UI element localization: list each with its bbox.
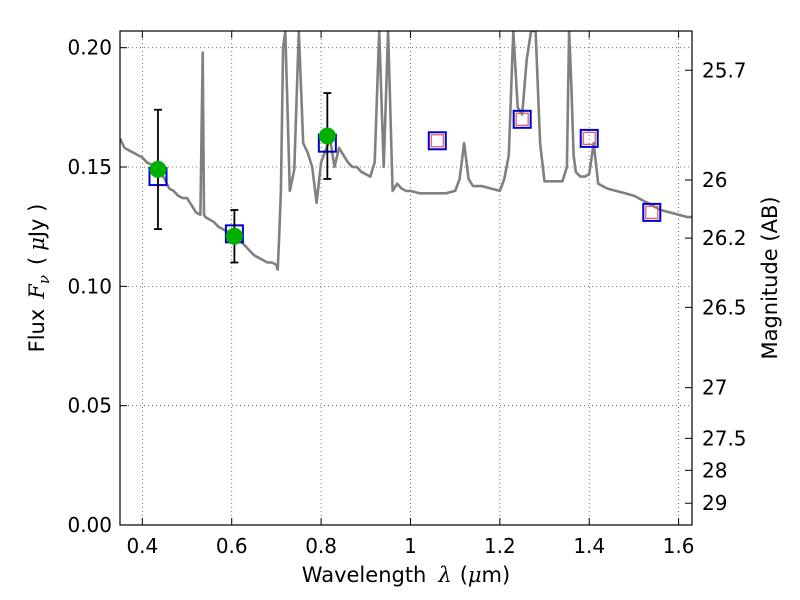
observed-point <box>318 127 336 145</box>
model-spectrum-layer <box>120 31 692 271</box>
mag-tick-label: 26.2 <box>702 226 747 250</box>
model-point <box>427 131 447 151</box>
x-axis-unit-rest: m) <box>482 563 511 587</box>
model-point <box>642 202 662 222</box>
marker-layer <box>148 92 662 264</box>
mag-tick-label: 28 <box>702 458 727 482</box>
y2-axis-title: Magnitude (AB) <box>758 196 782 359</box>
x-axis-unit-mu: μ <box>468 563 482 587</box>
y-tick-label: 0.05 <box>67 394 112 418</box>
mag-tick-label: 27 <box>702 376 727 400</box>
y-axis-title: Flux Fν ( μJy ) <box>25 204 53 353</box>
y-axis-title-math: F <box>25 283 49 300</box>
mag-tick-label: 26.5 <box>702 295 747 319</box>
y-axis-unit-open: ( <box>25 257 49 265</box>
observed-point <box>225 227 243 245</box>
x-tick-label: 1 <box>404 534 417 558</box>
y-tick-label: 0.15 <box>67 155 112 179</box>
tick-layer: 0.4 0.6 0.8 1 1.2 1.4 1.6 0.00 0.05 0.10 0.15 0.20 2… <box>67 31 747 558</box>
y-axis-title-text: Flux <box>25 309 49 353</box>
mag-tick-label: 26 <box>702 168 727 192</box>
mag-tick-label: 27.5 <box>702 426 747 450</box>
model-spectrum-line <box>120 31 692 271</box>
nir-point <box>645 205 659 220</box>
x-tick-label: 1.2 <box>484 534 516 558</box>
observed-point <box>149 160 167 178</box>
nir-point <box>582 131 596 146</box>
y-tick-label: 0.20 <box>67 36 112 60</box>
x-tick-label: 1.4 <box>573 534 605 558</box>
x-axis-title-math: λ <box>437 563 451 587</box>
mag-tick-label: 29 <box>702 491 727 515</box>
mag-tick-label: 25.7 <box>702 58 747 82</box>
y-axis-title-math-sub: ν <box>35 275 53 284</box>
y-axis-unit-rest: Jy ) <box>25 204 49 240</box>
nir-point <box>430 134 444 148</box>
model-point <box>579 128 599 148</box>
x-tick-label: 1.6 <box>663 534 695 558</box>
x-tick-label: 0.8 <box>305 534 337 558</box>
x-tick-label: 0.4 <box>126 534 158 558</box>
model-point <box>512 109 532 129</box>
y-tick-label: 0.10 <box>67 274 112 298</box>
y-axis-unit-mu: μ <box>25 237 49 251</box>
x-axis-title-text: Wavelength <box>302 563 427 587</box>
y-tick-label: 0.00 <box>67 513 112 537</box>
x-axis-unit-open: ( <box>460 563 468 587</box>
plot-frame <box>119 30 693 526</box>
nir-point <box>515 112 529 126</box>
x-tick-label: 0.6 <box>216 534 248 558</box>
x-axis-title: Wavelength λ (μm) <box>302 563 510 587</box>
